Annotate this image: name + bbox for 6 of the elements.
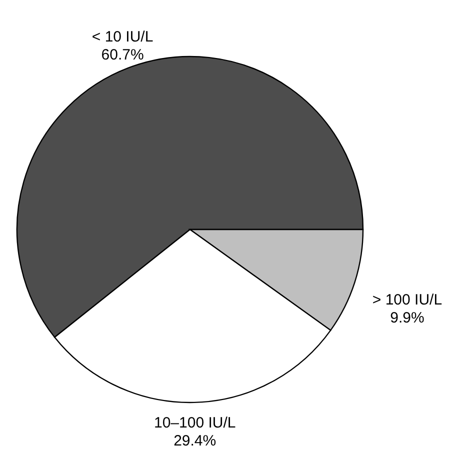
data-label: 9.9% (390, 309, 424, 326)
data-label: 60.7% (101, 46, 144, 64)
slice-label: > 100 IU/L (372, 291, 442, 308)
data-label: 29.4% (174, 432, 216, 450)
slice-label: < 10 IU/L (92, 28, 154, 46)
slice-label: 10–100 IU/L (154, 414, 236, 432)
